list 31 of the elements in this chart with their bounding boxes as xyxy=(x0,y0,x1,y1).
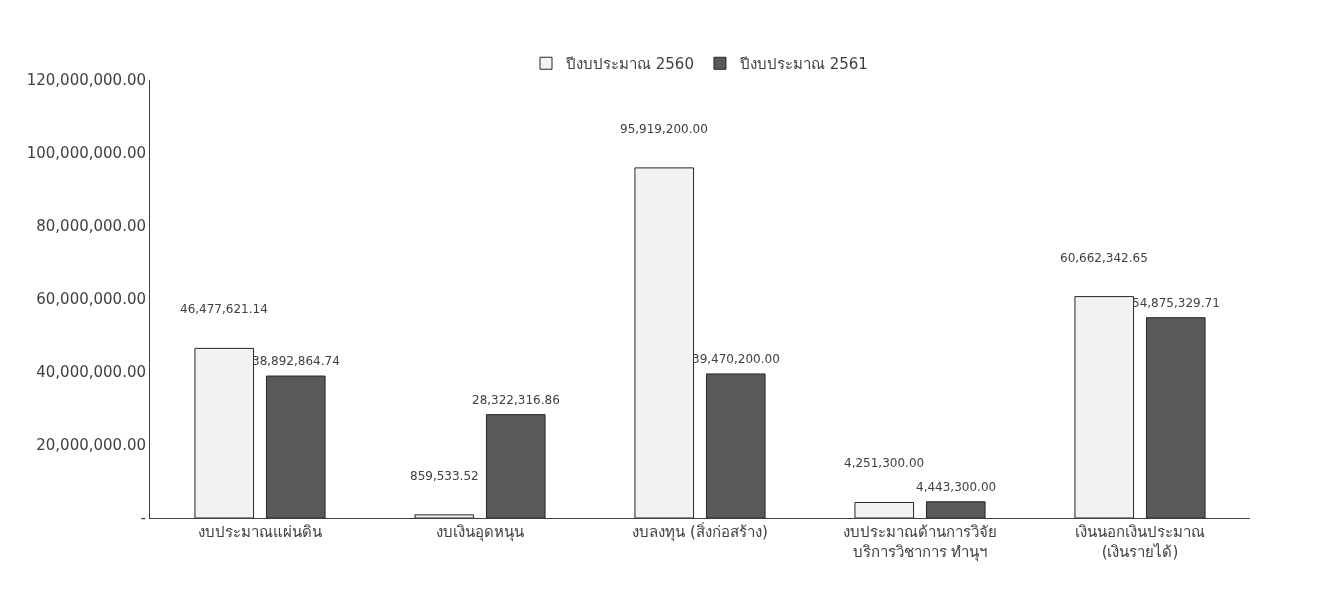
x-tick-label: งบลงทุน (สิ่งก่อสร้าง) xyxy=(632,521,768,542)
y-tick-label: 40,000,000.00 xyxy=(36,363,146,382)
y-tick-label: 120,000,000.00 xyxy=(26,71,146,90)
data-label: 46,477,621.14 xyxy=(180,302,268,316)
x-tick-label: งบประมาณแผ่นดิน xyxy=(198,523,322,541)
x-tick-label: งบเงินอุดหนุน xyxy=(436,523,524,542)
x-tick-label: งบประมาณด้านการวิจัย บริการวิชาการ ทำนุฯ xyxy=(843,523,997,562)
bar xyxy=(925,501,986,518)
bar xyxy=(265,375,326,518)
data-label: 859,533.52 xyxy=(410,469,479,483)
data-label: 28,322,316.86 xyxy=(472,393,560,407)
bar xyxy=(1074,296,1135,518)
data-label: 95,919,200.00 xyxy=(620,122,708,136)
bar xyxy=(705,373,766,518)
bar xyxy=(485,414,546,518)
y-tick-label: 100,000,000.00 xyxy=(26,144,146,163)
data-label: 4,443,300.00 xyxy=(916,480,997,494)
y-tick-label: - xyxy=(140,509,146,528)
legend-label: ปีงบประมาณ 2560 xyxy=(565,55,694,74)
y-tick-label: 60,000,000.00 xyxy=(36,290,146,309)
x-tick-label: เงินนอกเงินประมาณ (เงินรายได้) xyxy=(1075,523,1205,561)
data-label: 60,662,342.65 xyxy=(1060,251,1148,265)
bar xyxy=(414,514,475,518)
bar xyxy=(634,167,695,518)
bar xyxy=(1145,317,1206,518)
data-label: 4,251,300.00 xyxy=(844,456,925,470)
bar xyxy=(194,347,255,518)
y-tick-label: 80,000,000.00 xyxy=(36,217,146,236)
y-tick-label: 20,000,000.00 xyxy=(36,436,146,455)
legend-label: ปีงบประมาณ 2561 xyxy=(738,55,868,74)
bar xyxy=(854,501,915,518)
